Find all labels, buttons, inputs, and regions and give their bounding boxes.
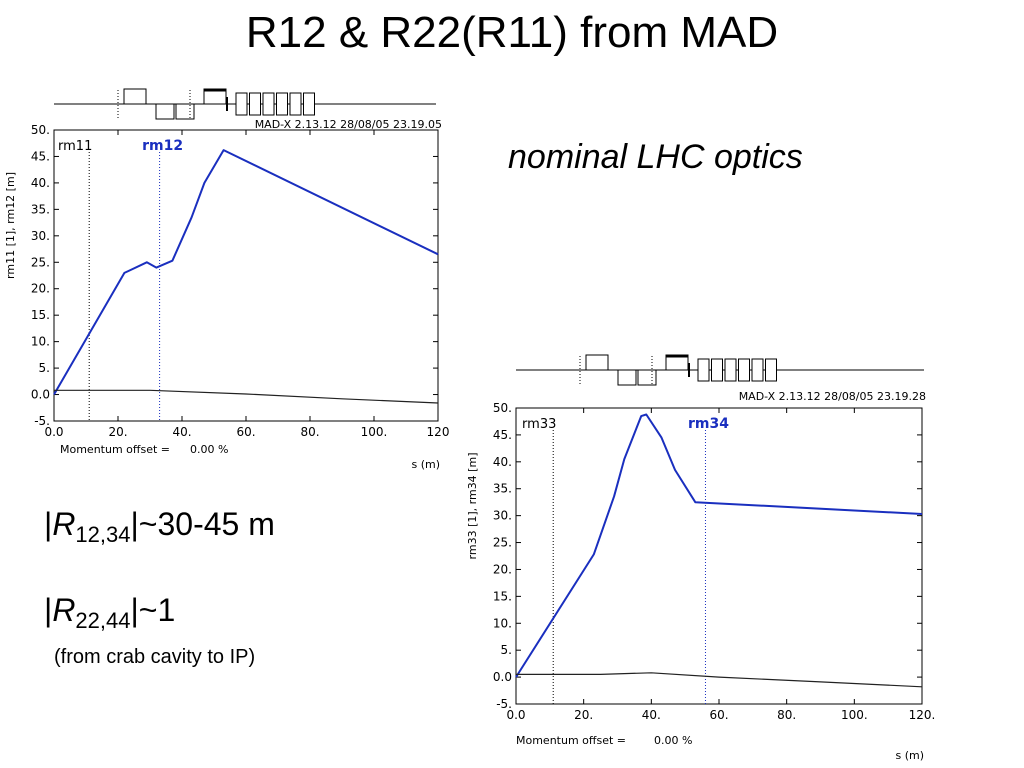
optics-subtitle: nominal LHC optics	[508, 138, 803, 176]
plot-frame	[515, 407, 923, 705]
mad-plot-vertical: MAD-X 2.13.12 28/08/05 23.19.28 -5. 0.0 5. 1…	[458, 346, 958, 766]
y-tick-label: 50.	[31, 123, 50, 137]
beamline-magnet	[155, 103, 175, 120]
beamline-diagram	[54, 88, 436, 120]
beamline-kicker	[688, 363, 690, 377]
momentum-offset-value: 0.00 %	[654, 734, 692, 747]
marker-label-rm11: rm11	[58, 139, 92, 154]
formula-value: |~30-45 m	[130, 506, 275, 542]
beamline-diagram	[516, 354, 924, 386]
beamline-kicker	[226, 97, 228, 111]
marker-label-rm33: rm33	[522, 417, 556, 432]
beamline-cavity-cell	[303, 92, 315, 116]
plot-header: MAD-X 2.13.12 28/08/05 23.19.05	[255, 118, 442, 131]
y-tick-label: 15.	[493, 589, 512, 603]
x-tick-label: 40.	[642, 708, 661, 722]
y-tick-label: 25.	[493, 536, 512, 550]
series-line-rm11	[54, 389, 439, 404]
y-tick-label: 40.	[31, 176, 50, 190]
formula-value: |~1	[130, 592, 176, 628]
formula-subscript: 12,34	[75, 522, 131, 547]
y-tick-label: 0.0	[31, 388, 50, 402]
plot-header: MAD-X 2.13.12 28/08/05 23.19.28	[739, 390, 926, 403]
x-tick-label: 100.	[841, 708, 868, 722]
y-tick-label: 25.	[31, 255, 50, 269]
beamline-magnet-edge	[204, 89, 226, 92]
r22-44-formula: |R22,44|~1	[44, 592, 175, 634]
beamline-magnet	[617, 369, 637, 386]
y-tick-label: 15.	[31, 308, 50, 322]
r12-34-formula: |R12,34|~30-45 m	[44, 506, 275, 548]
series-line-rm34	[515, 413, 923, 678]
y-tick-label: 50.	[493, 401, 512, 415]
x-tick-label: 60.	[236, 425, 255, 439]
formula-variable: R	[52, 506, 76, 542]
crab-cavity-note: (from crab cavity to IP)	[54, 646, 256, 668]
y-tick-label: 30.	[493, 509, 512, 523]
x-axis-label: s (m)	[895, 749, 924, 762]
x-axis-label: s (m)	[411, 458, 440, 471]
beamline-cavity-cell	[235, 92, 248, 116]
x-tick-label: 20.	[108, 425, 127, 439]
plot-svg-vertical: MAD-X 2.13.12 28/08/05 23.19.28-5.0.05.1…	[466, 354, 936, 762]
momentum-offset-label: Momentum offset =	[516, 734, 626, 747]
beamline-cavity-cell	[289, 92, 302, 116]
series-line-rm33	[516, 672, 923, 688]
mad-plot-horizontal: MAD-X 2.13.12 28/08/05 23.19.05 -5. 0.0 5. 1…	[0, 80, 470, 480]
momentum-offset-label: Momentum offset =	[60, 443, 170, 456]
marker-label-rm34: rm34	[688, 416, 729, 432]
y-tick-label: 45.	[493, 428, 512, 442]
x-tick-label: 100.	[361, 425, 388, 439]
y-tick-label: -5.	[34, 414, 50, 428]
marker-label-rm12: rm12	[142, 138, 183, 154]
x-tick-label: 80.	[777, 708, 796, 722]
x-tick-label: 0.0	[506, 708, 525, 722]
x-tick-label: 40.	[172, 425, 191, 439]
x-tick-label: 120.	[909, 708, 936, 722]
momentum-offset-value: 0.00 %	[190, 443, 228, 456]
beamline-magnet	[585, 354, 609, 371]
formula-open-bar: |	[44, 592, 53, 628]
x-tick-label: 60.	[709, 708, 728, 722]
beamline-magnet	[637, 369, 657, 386]
plot-svg-horizontal: MAD-X 2.13.12 28/08/05 23.19.05-5.0.05.1…	[4, 88, 450, 471]
y-tick-label: 20.	[31, 282, 50, 296]
x-tick-label: 80.	[300, 425, 319, 439]
beamline-cavity-cell	[249, 92, 261, 116]
y-tick-label: 5.	[39, 361, 50, 375]
y-tick-label: 35.	[31, 202, 50, 216]
formula-variable: R	[52, 592, 76, 628]
beamline-magnet	[123, 88, 147, 105]
y-tick-label: -5.	[496, 697, 512, 711]
y-tick-label: 20.	[493, 562, 512, 576]
y-tick-label: 10.	[31, 335, 50, 349]
x-tick-label: 20.	[574, 708, 593, 722]
y-tick-label: 10.	[493, 616, 512, 630]
beamline-cavity-cell	[738, 358, 750, 382]
x-tick-label: 0.0	[44, 425, 63, 439]
y-tick-label: 40.	[493, 455, 512, 469]
y-axis-label: rm33 [1], rm34 [m]	[466, 453, 479, 560]
beamline-cavity-cell	[724, 358, 737, 382]
formula-open-bar: |	[44, 506, 53, 542]
x-tick-label: 120	[427, 425, 450, 439]
beamline-cavity-cell	[276, 92, 288, 116]
y-tick-label: 45.	[31, 149, 50, 163]
beamline-magnet	[175, 103, 195, 120]
plot-frame	[53, 129, 439, 422]
y-tick-label: 35.	[493, 482, 512, 496]
y-axis-label: rm11 [1], rm12 [m]	[4, 172, 17, 279]
series-line-rm12	[53, 149, 439, 396]
beamline-cavity-cell	[697, 358, 710, 382]
beamline-cavity-cell	[262, 92, 275, 116]
beamline-magnet-edge	[666, 355, 688, 358]
formula-subscript: 22,44	[75, 608, 131, 633]
y-tick-label: 0.0	[493, 670, 512, 684]
beamline-cavity-cell	[711, 358, 723, 382]
beamline-cavity-cell	[765, 358, 777, 382]
y-tick-label: 5.	[501, 643, 512, 657]
y-tick-label: 30.	[31, 229, 50, 243]
beamline-cavity-cell	[751, 358, 764, 382]
slide-title: R12 & R22(R11) from MAD	[245, 8, 779, 57]
